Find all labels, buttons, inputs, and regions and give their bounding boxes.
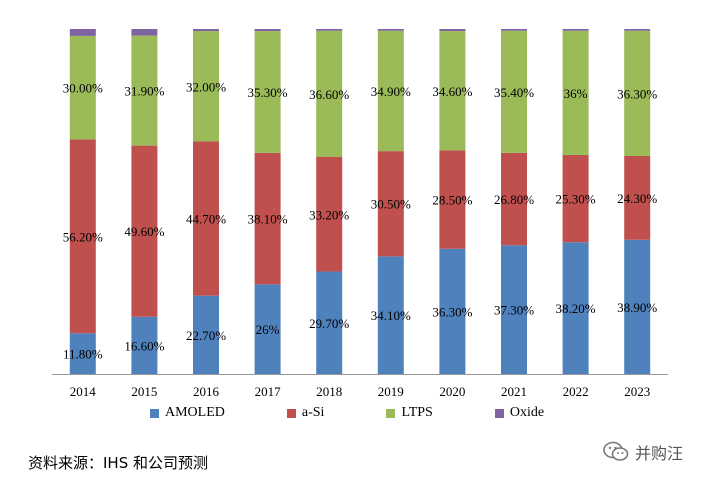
bar-oxide-2021: [501, 29, 527, 31]
x-tick-label-2015: 2015: [131, 384, 157, 399]
bar-amoled-2017: [254, 284, 281, 374]
x-tick-label-2016: 2016: [193, 384, 220, 399]
legend: AMOLED a-Si LTPS Oxide: [150, 405, 606, 421]
bar-a-si-2016: [193, 141, 219, 296]
data-label-a-si-2018: 33.20%: [309, 207, 349, 222]
legend-item-amoled: AMOLED: [150, 405, 225, 421]
bar-ltps-2017: [254, 31, 281, 153]
bar-a-si-2018: [316, 156, 343, 272]
legend-item-ltps: LTPS: [386, 405, 433, 421]
data-label-ltps-2020: 34.60%: [432, 84, 472, 99]
bar-oxide-2023: [624, 29, 651, 31]
data-label-ltps-2023: 36.30%: [617, 86, 657, 101]
data-label-a-si-2019: 30.50%: [371, 197, 411, 212]
bar-oxide-2014: [69, 29, 96, 36]
watermark-label: 并购汪: [634, 444, 683, 463]
bar-amoled-2019: [377, 256, 404, 374]
bar-oxide-2015: [131, 29, 158, 36]
data-label-ltps-2019: 34.90%: [371, 84, 411, 99]
bar-amoled-2020: [439, 248, 466, 374]
bar-ltps-2018: [316, 30, 343, 157]
data-label-a-si-2021: 26.80%: [494, 192, 534, 207]
data-label-ltps-2018: 36.60%: [309, 87, 349, 102]
x-tick-label-2023: 2023: [624, 384, 650, 399]
bar-oxide-2018: [316, 29, 343, 31]
legend-swatch: [286, 408, 296, 418]
bar-amoled-2015: [131, 316, 158, 374]
bar-amoled-2022: [562, 242, 589, 374]
data-label-ltps-2015: 31.90%: [124, 84, 164, 99]
legend-item-a-si: a-Si: [286, 405, 325, 421]
x-tick-label-2018: 2018: [316, 384, 342, 399]
bar-amoled-2016: [193, 295, 219, 374]
x-tick-label-2020: 2020: [439, 384, 465, 399]
data-label-amoled-2017: 26%: [256, 322, 280, 337]
stacked-bar-chart: 11.80% 56.20% 30.00% 2014 16.60% 49.60% 31.90%…: [52, 29, 668, 399]
bar-oxide-2016: [193, 29, 219, 32]
bar-ltps-2014: [69, 35, 96, 140]
data-label-a-si-2023: 24.30%: [617, 191, 657, 206]
bar-amoled-2014: [69, 333, 96, 374]
bar-a-si-2019: [377, 151, 404, 257]
data-label-amoled-2021: 37.30%: [494, 303, 534, 318]
data-label-a-si-2015: 49.60%: [124, 224, 164, 239]
bar-ltps-2019: [377, 30, 404, 152]
x-tick-label-2021: 2021: [501, 384, 527, 399]
legend-swatch: [494, 408, 504, 418]
x-tick-label-2022: 2022: [563, 384, 589, 399]
bar-ltps-2023: [624, 30, 651, 156]
bar-a-si-2022: [562, 154, 589, 243]
bar-a-si-2021: [501, 152, 527, 246]
bar-a-si-2017: [254, 152, 281, 285]
data-label-ltps-2014: 30.00%: [63, 81, 103, 96]
bar-ltps-2016: [193, 31, 219, 142]
bar-ltps-2022: [562, 30, 589, 155]
data-label-a-si-2022: 25.30%: [556, 192, 596, 207]
legend-label: Oxide: [509, 405, 545, 420]
data-label-ltps-2017: 35.30%: [248, 85, 288, 100]
bar-ltps-2021: [501, 30, 527, 153]
bar-amoled-2018: [316, 271, 343, 374]
bar-amoled-2021: [501, 245, 527, 374]
bar-a-si-2020: [439, 150, 466, 249]
data-label-a-si-2020: 28.50%: [432, 193, 472, 208]
source-note: 资料来源：IHS 和公司预测: [28, 454, 208, 472]
x-tick-label-2019: 2019: [378, 384, 404, 399]
data-label-ltps-2016: 32.00%: [186, 79, 226, 94]
legend-swatch: [150, 408, 159, 418]
data-label-amoled-2019: 34.10%: [371, 308, 411, 323]
legend-label: a-Si: [301, 405, 325, 420]
bar-ltps-2020: [439, 31, 466, 151]
data-label-amoled-2022: 38.20%: [556, 301, 596, 316]
data-label-amoled-2014: 11.80%: [63, 347, 103, 362]
x-tick-label-2017: 2017: [255, 384, 282, 399]
legend-swatch: [386, 408, 396, 418]
data-label-ltps-2022: 36%: [564, 86, 588, 101]
data-label-amoled-2015: 16.60%: [124, 338, 164, 353]
data-label-amoled-2018: 29.70%: [309, 316, 349, 331]
x-tick-label-2014: 2014: [70, 384, 97, 399]
bar-oxide-2017: [254, 29, 281, 32]
bar-oxide-2022: [562, 29, 589, 31]
bar-a-si-2023: [624, 155, 651, 240]
bar-amoled-2023: [624, 239, 651, 374]
data-label-amoled-2020: 36.30%: [432, 304, 472, 319]
legend-item-oxide: Oxide: [494, 405, 545, 421]
wechat-icon: [603, 441, 629, 463]
data-label-a-si-2017: 38.10%: [248, 212, 288, 227]
data-label-a-si-2016: 44.70%: [186, 212, 226, 227]
data-label-a-si-2014: 56.20%: [63, 229, 103, 244]
data-label-amoled-2023: 38.90%: [617, 300, 657, 315]
bar-a-si-2014: [69, 139, 96, 334]
data-label-amoled-2016: 22.70%: [186, 328, 226, 343]
bar-a-si-2015: [131, 145, 158, 317]
watermark: 并购汪: [603, 440, 683, 464]
bar-oxide-2020: [439, 29, 466, 32]
data-label-ltps-2021: 35.40%: [494, 85, 534, 100]
legend-label: LTPS: [401, 405, 433, 420]
legend-label: AMOLED: [165, 405, 225, 420]
bar-oxide-2019: [377, 29, 404, 31]
bar-ltps-2015: [131, 35, 158, 146]
